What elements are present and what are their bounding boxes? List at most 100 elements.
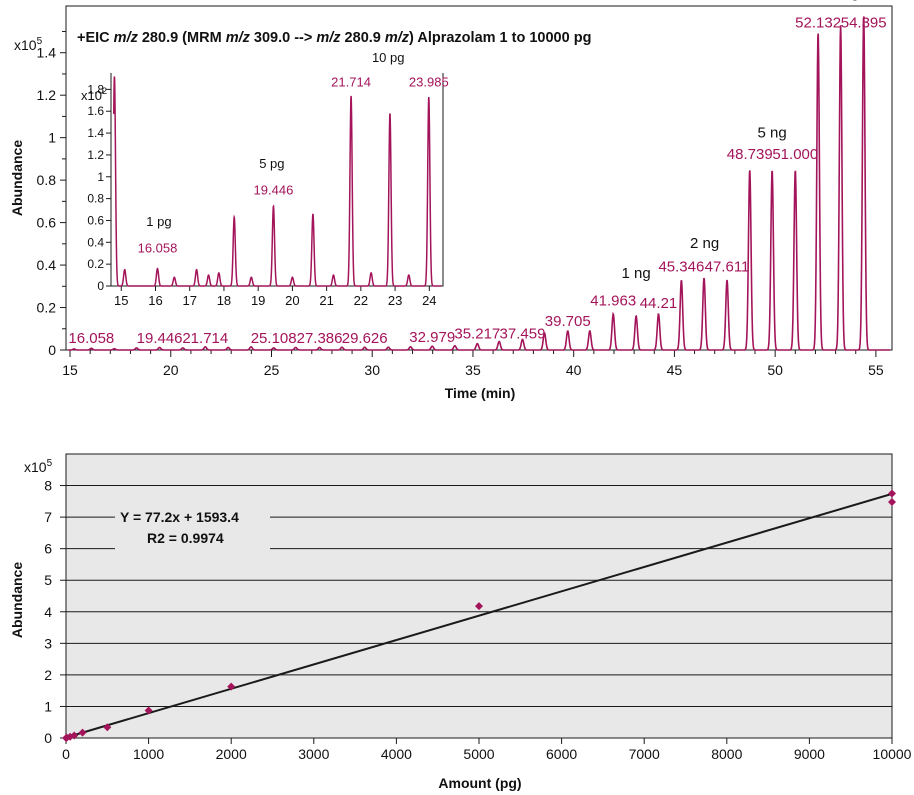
inset-x-tick-label: 24 — [422, 293, 436, 308]
x-tick-label: 50 — [767, 362, 783, 378]
x-tick-label: 40 — [566, 362, 582, 378]
calibration-x-tick-label: 0 — [62, 746, 70, 762]
calibration-y-tick-label: 8 — [44, 478, 52, 494]
inset-peak-label: 16.058 — [138, 241, 178, 256]
x-tick-label: 55 — [868, 362, 884, 378]
x-tick-label: 35 — [465, 362, 481, 378]
chromatogram-y-multiplier-exp: 5 — [37, 36, 43, 47]
title-part: 280.9 — [341, 30, 385, 46]
x-tick-label: 45 — [667, 362, 683, 378]
x-tick-label: 30 — [364, 362, 380, 378]
peak-label: 19.446 — [137, 330, 183, 347]
inset-y-tick-label: 0.2 — [87, 257, 104, 271]
amount-annotation: 5 ng — [758, 125, 787, 142]
calibration-y-multiplier-exp: 5 — [47, 458, 53, 469]
inset-x-tick-label: 21 — [319, 293, 333, 308]
x-tick-label: 20 — [163, 362, 179, 378]
calibration-point — [227, 682, 236, 691]
y-tick-label: 0 — [48, 342, 56, 358]
calibration-y-tick-label: 2 — [44, 667, 52, 683]
calibration-xlabel: Amount (pg) — [438, 775, 521, 791]
peak-label: 48.739 — [727, 146, 773, 163]
calibration-x-tick-label: 5000 — [463, 746, 494, 762]
inset-amount-annotation: 1 pg — [146, 214, 171, 229]
inset-y-multiplier: x102 — [81, 86, 107, 103]
peak-label: 37.459 — [500, 326, 546, 343]
peak-label: 25.108 — [251, 330, 297, 347]
chromatogram-frame — [65, 5, 893, 351]
calibration-y-multiplier-base: x10 — [24, 459, 47, 475]
peak-label: 52.132 — [795, 14, 841, 31]
amount-annotation: 1 ng — [622, 265, 651, 282]
calibration-y-tick-label: 1 — [44, 698, 52, 714]
inset-y-multiplier-exp: 2 — [102, 86, 107, 96]
calibration-point — [475, 602, 483, 611]
inset-x-tick-label: 16 — [148, 293, 162, 308]
calibration-x-tick-label: 3000 — [298, 746, 329, 762]
peak-label: 16.058 — [68, 330, 114, 347]
peak-label: 29.626 — [342, 330, 388, 347]
title-part: m/z — [114, 30, 139, 46]
peak-label: 35.217 — [454, 326, 500, 343]
peak-label: 21.714 — [182, 330, 228, 347]
fit-equation-box — [115, 506, 270, 550]
title-part: +EIC — [77, 30, 114, 46]
calibration-x-tick-label: 8000 — [711, 746, 742, 762]
inset-amount-annotation: 10 pg — [372, 50, 405, 65]
calibration-x-tick-label: 1000 — [133, 746, 164, 762]
x-tick-label: 25 — [264, 362, 280, 378]
calibration-plot-area — [65, 453, 893, 739]
amount-annotation: 2 ng — [690, 235, 719, 252]
y-tick-label: 1 — [48, 130, 56, 146]
calibration-x-tick-label: 10000 — [873, 746, 912, 762]
chromatogram-trace — [68, 16, 890, 351]
y-tick-label: 0.2 — [37, 300, 57, 316]
inset-y-tick-label: 1 — [97, 170, 104, 184]
inset-amount-annotation: 5 pg — [259, 156, 284, 171]
y-tick-label: 1.2 — [37, 87, 57, 103]
inset-y-multiplier-base: x10 — [81, 88, 102, 103]
peak-label: 54.395 — [841, 14, 887, 31]
inset-peak-label: 19.446 — [254, 183, 294, 198]
fit-equation: Y = 77.2x + 1593.4 — [120, 509, 239, 525]
calibration-chart: 0 1000 2000 3000 4000 5000 6000 7000 8000 9000 100… — [9, 453, 912, 791]
title-part: m/z — [385, 30, 410, 46]
title-part: ) Alprazolam 1 to 10000 pg — [409, 30, 591, 46]
calibration-y-tick-label: 0 — [44, 730, 52, 746]
calibration-ylabel: Abundance — [9, 562, 25, 638]
calibration-point — [888, 489, 896, 498]
inset-y-tick-label: 0 — [97, 279, 104, 293]
peak-label: 51.000 — [772, 146, 818, 163]
inset-y-tick-label: 0.8 — [87, 192, 104, 206]
calibration-x-tick-label: 6000 — [546, 746, 577, 762]
inset-x-tick-label: 17 — [182, 293, 196, 308]
y-tick-label: 0.8 — [37, 172, 57, 188]
title-part: m/z — [316, 30, 341, 46]
amount-annotation: 10 ng — [822, 0, 860, 2]
peak-label: 32.979 — [409, 329, 455, 346]
inset-chromatogram-chart: x102 15 16 17 18 19 20 21 22 23 24 0 0.2 0.4 0.6 0.8 1 1… — [81, 50, 449, 308]
y-tick-label: 1.4 — [37, 45, 57, 61]
inset-peak-label: 21.714 — [331, 74, 371, 89]
peak-label: 27.386 — [297, 330, 343, 347]
chromatogram-title: +EIC m/z 280.9 (MRM m/z 309.0 --> m/z 28… — [77, 30, 591, 46]
calibration-y-tick-label: 4 — [44, 604, 52, 620]
chromatogram-chart: +EIC m/z 280.9 (MRM m/z 309.0 --> m/z 28… — [9, 0, 893, 401]
calibration-y-multiplier: x105 — [24, 458, 53, 475]
calibration-x-tick-label: 2000 — [216, 746, 247, 762]
inset-trace — [112, 76, 442, 287]
peak-label: 47.611 — [705, 259, 750, 276]
title-part: 280.9 (MRM — [138, 30, 226, 46]
fit-r2: R2 = 0.9974 — [147, 530, 224, 546]
inset-y-tick-label: 1.6 — [87, 104, 104, 118]
calibration-point — [78, 728, 87, 737]
calibration-point — [70, 731, 79, 740]
chromatogram-ylabel: Abundance — [9, 140, 25, 216]
calibration-y-tick-label: 5 — [44, 572, 52, 588]
inset-x-tick-label: 18 — [217, 293, 231, 308]
title-part: 309.0 --> — [250, 30, 317, 46]
inset-y-tick-label: 1.4 — [87, 126, 104, 140]
calibration-y-tick-label: 3 — [44, 635, 52, 651]
inset-peak-label: 23.985 — [409, 74, 449, 89]
chromatogram-y-multiplier-base: x10 — [14, 37, 37, 53]
